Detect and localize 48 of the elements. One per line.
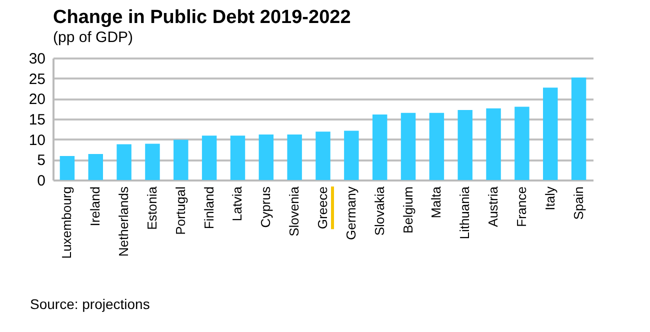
x-tick-label: Cyprus	[258, 186, 274, 228]
y-tick-label: 20	[28, 91, 46, 108]
y-tick-label: 30	[28, 50, 46, 68]
x-tick-label: Lithuania	[457, 186, 472, 240]
bar	[458, 110, 472, 180]
x-tick-label: Malta	[428, 186, 444, 218]
bar	[258, 134, 274, 180]
bar	[514, 106, 530, 180]
bar	[429, 112, 444, 180]
x-tick-label: Portugal	[172, 186, 188, 235]
x-tick-label: Latvia	[230, 186, 245, 222]
x-tick-label: Spain	[570, 186, 586, 220]
x-tick-label: Italy	[542, 186, 558, 210]
bar	[543, 88, 558, 180]
y-tick-label: 5	[37, 152, 46, 170]
y-tick-label: 0	[37, 172, 46, 190]
x-tick-label: Estonia	[144, 186, 160, 230]
y-tick-label: 10	[28, 132, 46, 149]
y-tick-label: 25	[28, 70, 46, 88]
x-tick-label: Austria	[486, 186, 501, 227]
x-tick-label: Greece	[315, 186, 330, 230]
chart-subtitle: (pp of GDP)	[53, 29, 134, 46]
y-tick-label: 15	[28, 112, 46, 128]
bar	[372, 114, 388, 180]
x-tick-label: Slovakia	[372, 186, 387, 236]
bar	[287, 134, 302, 180]
bar	[145, 144, 160, 180]
chart-title: Change in Public Debt 2019-2022	[53, 7, 351, 28]
bar	[400, 112, 416, 180]
bar	[316, 132, 330, 180]
source-note: Source: projections	[30, 296, 150, 312]
bar	[60, 156, 75, 180]
bar	[344, 130, 359, 180]
bar	[202, 136, 217, 180]
bar	[230, 136, 246, 180]
x-tick-label: Belgium	[400, 186, 416, 234]
bar	[88, 154, 103, 180]
bar	[486, 108, 501, 180]
x-tick-label: Slovenia	[286, 186, 302, 236]
x-tick-label: Finland	[201, 186, 216, 230]
bar	[571, 78, 586, 180]
x-tick-label: Netherlands	[116, 186, 132, 257]
x-tick-label: Germany	[343, 186, 358, 240]
x-tick-label: Ireland	[88, 186, 103, 226]
x-tick-label: Luxembourg	[59, 186, 74, 259]
bar	[174, 140, 188, 180]
bar	[116, 144, 132, 180]
x-tick-label: France	[514, 186, 529, 227]
